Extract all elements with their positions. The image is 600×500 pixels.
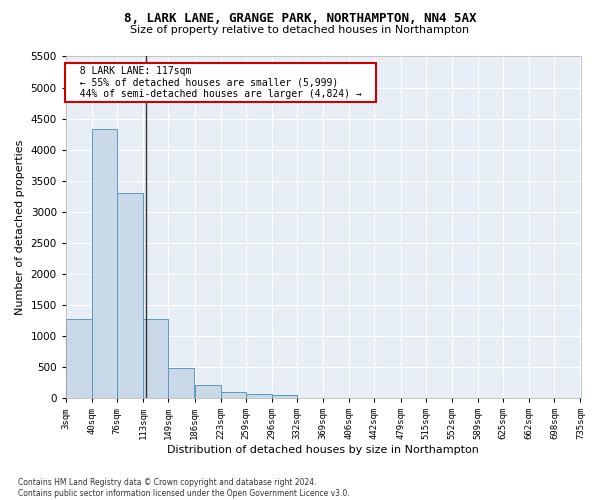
Bar (221, 392, 246, 398)
Bar (194, 384, 221, 398)
Text: 8, LARK LANE, GRANGE PARK, NORTHAMPTON, NN4 5AX: 8, LARK LANE, GRANGE PARK, NORTHAMPTON, … (124, 12, 476, 26)
Text: Size of property relative to detached houses in Northampton: Size of property relative to detached ho… (130, 25, 470, 35)
Bar (143, 318, 169, 398)
Bar (92, 129, 117, 398)
Text: Contains HM Land Registry data © Crown copyright and database right 2024.
Contai: Contains HM Land Registry data © Crown c… (18, 478, 350, 498)
Bar (66, 320, 92, 398)
Y-axis label: Number of detached properties: Number of detached properties (15, 140, 25, 315)
Bar (117, 193, 143, 398)
Bar (272, 395, 297, 398)
Bar (169, 368, 194, 398)
Bar (246, 394, 272, 398)
Text: 8 LARK LANE: 117sqm
  ← 55% of detached houses are smaller (5,999)
  44% of semi: 8 LARK LANE: 117sqm ← 55% of detached ho… (68, 66, 373, 99)
X-axis label: Distribution of detached houses by size in Northampton: Distribution of detached houses by size … (167, 445, 479, 455)
